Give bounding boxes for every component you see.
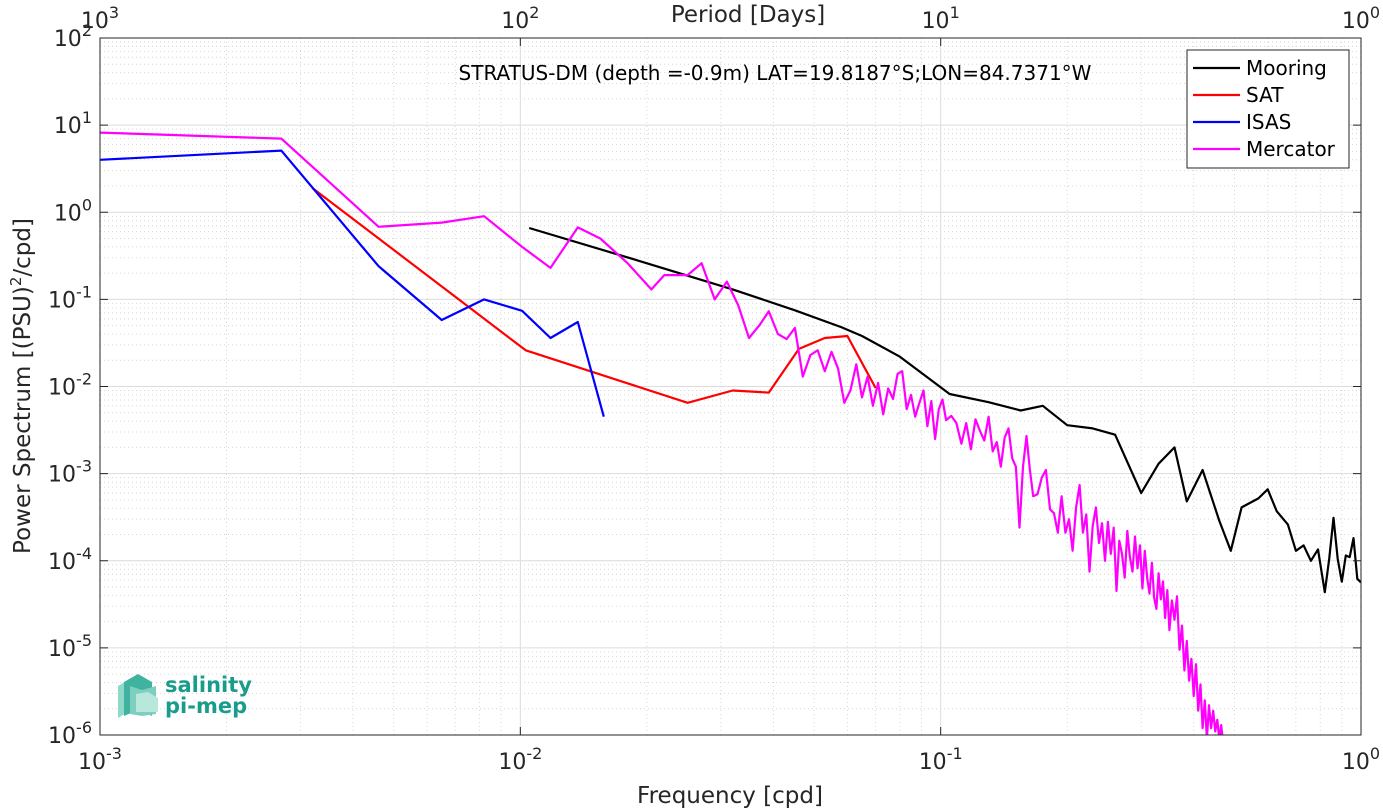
top-tick-label: 100: [1342, 3, 1380, 34]
y-axis-label-tail: /cpd]: [10, 218, 36, 277]
chart-title: STRATUS-DM (depth =-0.9m) LAT=19.8187°S;…: [459, 61, 1092, 85]
series-layer: [100, 131, 1361, 735]
series-line-mercator: [100, 131, 1224, 735]
legend-label-mercator: Mercator: [1246, 137, 1336, 161]
top-tick-label: 102: [501, 3, 539, 34]
y-axis-label-sup: 2: [7, 277, 25, 287]
salinity-pi-mep-logo: salinity pi-mep: [118, 673, 252, 718]
y-tick-label: 10-6: [48, 718, 92, 749]
series-line-sat: [311, 187, 877, 404]
y-axis-label-main: Power Spectrum [(PSU): [10, 286, 36, 554]
axis-ticks: [99, 37, 1362, 736]
y-tick-label: 10-2: [48, 370, 92, 401]
top-tick-label: 103: [81, 3, 119, 34]
y-axis-label: Power Spectrum [(PSU)2/cpd]: [7, 218, 36, 554]
y-tick-label: 102: [54, 21, 92, 52]
y-tick-label: 10-1: [48, 282, 92, 313]
y-tick-label: 100: [54, 195, 92, 226]
x-axis-label: Frequency [cpd]: [637, 783, 823, 809]
x-tick-label: 10-1: [919, 744, 963, 775]
legend: Mooring SAT ISAS Mercator: [1186, 49, 1350, 169]
y-tick-label: 10-5: [48, 631, 92, 662]
series-line-mooring: [528, 226, 1361, 594]
logo-line1: salinity: [165, 673, 252, 697]
x-tick-label: 10-2: [498, 744, 542, 775]
top-tick-label: 101: [922, 3, 960, 34]
y-tick-label: 10-3: [48, 457, 92, 488]
logo-mark-icon: [118, 674, 158, 718]
x-tick-label: 10-3: [78, 744, 122, 775]
x-tick-label: 100: [1342, 744, 1380, 775]
y-tick-label: 101: [54, 108, 92, 139]
y-tick-label: 10-4: [48, 544, 92, 575]
series-line-isas: [100, 149, 605, 417]
top-axis-label: Period [Days]: [671, 2, 825, 28]
legend-label-mooring: Mooring: [1246, 56, 1327, 80]
logo-line2: pi-mep: [165, 694, 247, 718]
legend-label-sat: SAT: [1246, 83, 1284, 107]
legend-label-isas: ISAS: [1246, 110, 1291, 134]
